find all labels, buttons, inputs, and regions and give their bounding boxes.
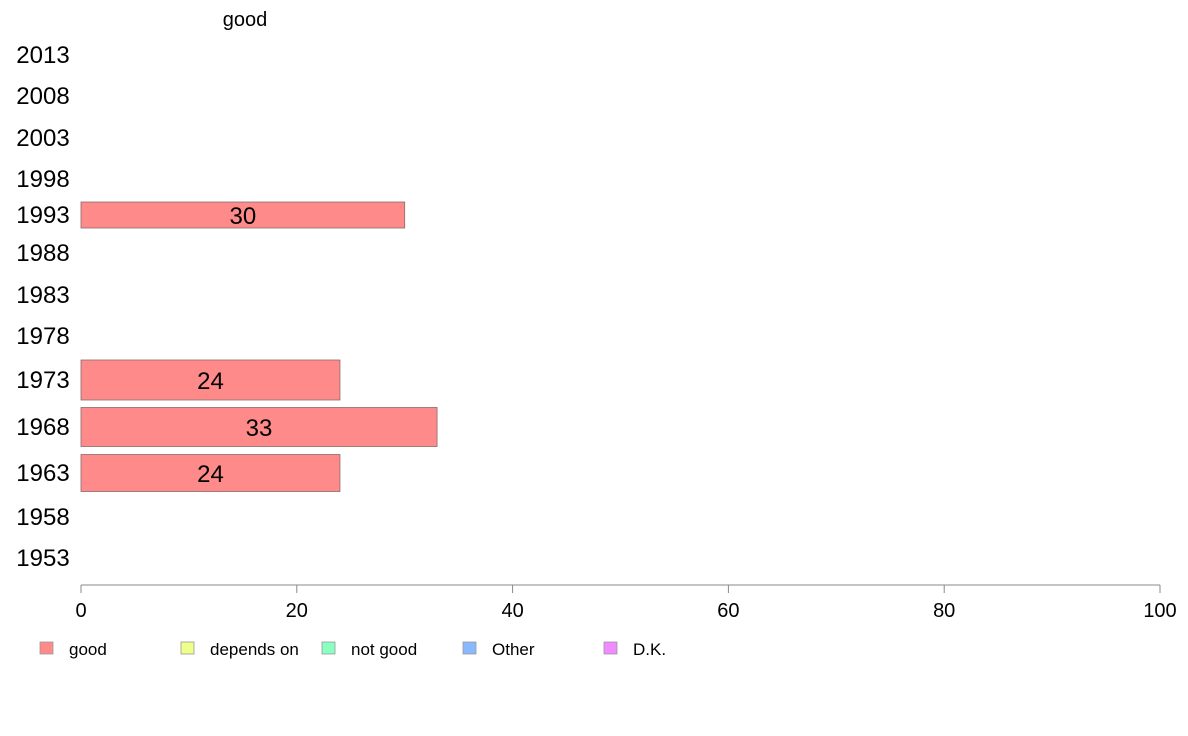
x-axis: 0 20 40 60 80 100 bbox=[75, 584, 1177, 622]
x-tick-label: 100 bbox=[1143, 600, 1176, 622]
x-tick-label: 0 bbox=[75, 600, 86, 622]
year-label: 1978 bbox=[16, 323, 69, 350]
bar-good bbox=[80, 454, 341, 492]
bar-value-label: 33 bbox=[246, 415, 273, 442]
year-label: 1963 bbox=[16, 460, 69, 487]
legend-label: depends on bbox=[210, 640, 299, 659]
year-label: 1973 bbox=[16, 367, 69, 394]
bar-value-label: 24 bbox=[197, 368, 224, 395]
year-label: 1998 bbox=[16, 166, 69, 193]
bar-group: 30 24 33 24 bbox=[80, 201, 438, 492]
legend-swatch bbox=[321, 641, 336, 655]
year-label: 1993 bbox=[16, 202, 69, 229]
legend-swatch bbox=[603, 641, 618, 655]
x-tick-label: 20 bbox=[286, 600, 308, 622]
legend-swatch bbox=[39, 641, 54, 655]
year-label: 1988 bbox=[16, 240, 69, 267]
legend-label: D.K. bbox=[633, 640, 666, 659]
year-rows: 2013 2008 2003 1998 1993 1988 1983 1978 1973 1968… bbox=[16, 42, 69, 572]
bar-good bbox=[80, 201, 406, 229]
bar-good bbox=[80, 359, 341, 401]
year-label: 2008 bbox=[16, 83, 69, 110]
bar-value-label: 30 bbox=[229, 203, 256, 230]
x-tick-label: 80 bbox=[933, 600, 955, 622]
year-label: 1968 bbox=[16, 414, 69, 441]
year-label: 1953 bbox=[16, 545, 69, 572]
legend-swatch bbox=[180, 641, 195, 655]
year-label: 1983 bbox=[16, 282, 69, 309]
legend-swatch bbox=[462, 641, 477, 655]
legend-label: Other bbox=[492, 640, 535, 659]
year-label: 2003 bbox=[16, 125, 69, 152]
bar-good bbox=[80, 407, 438, 447]
column-title: good bbox=[223, 9, 268, 31]
bar-value-label: 24 bbox=[197, 461, 224, 488]
legend-label: not good bbox=[351, 640, 417, 659]
year-label: 2013 bbox=[16, 42, 69, 69]
legend-label: good bbox=[69, 640, 107, 659]
legend: good depends on not good Other D.K. bbox=[39, 640, 666, 659]
x-tick-label: 60 bbox=[717, 600, 739, 622]
year-label: 1958 bbox=[16, 504, 69, 531]
x-tick-label: 40 bbox=[501, 600, 523, 622]
